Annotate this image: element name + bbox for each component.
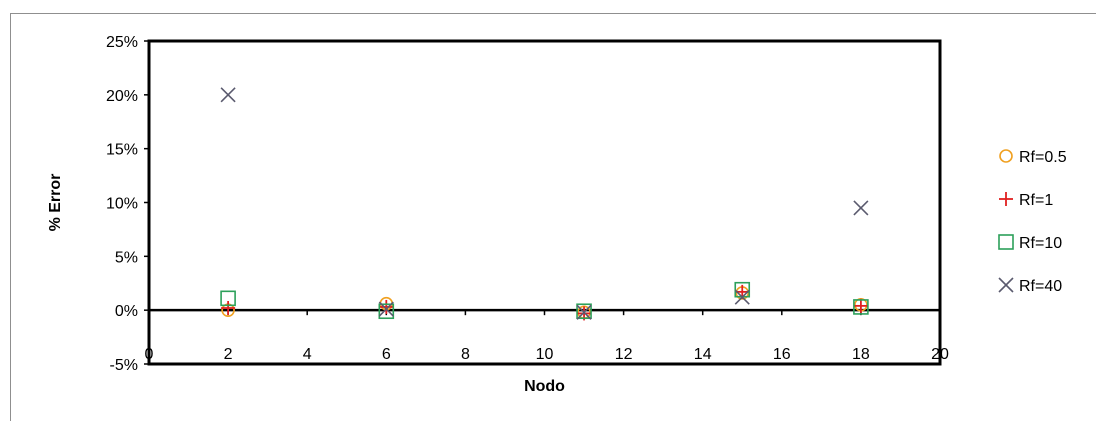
y-tick-label: 25% bbox=[106, 34, 138, 51]
data-points bbox=[220, 87, 869, 321]
point-plus-series-1 bbox=[853, 298, 868, 313]
x-tick-label: 16 bbox=[773, 346, 791, 363]
point-plus-series-1 bbox=[379, 299, 394, 314]
legend-label: Rf=40 bbox=[1019, 278, 1062, 295]
legend-marker-0 bbox=[999, 149, 1013, 163]
point-x-series-3-b bbox=[853, 200, 869, 216]
point-square-series-2 bbox=[378, 303, 395, 320]
x-tick-label: 8 bbox=[461, 346, 470, 363]
legend-marker-3 bbox=[998, 277, 1014, 293]
x-axis-title: Nodo bbox=[524, 378, 565, 395]
y-tick-label: 0% bbox=[115, 303, 138, 320]
x-tick-label: 4 bbox=[303, 346, 312, 363]
legend-marker-3-b bbox=[998, 277, 1014, 293]
point-x-series-3 bbox=[853, 200, 869, 216]
y-tick-label: 15% bbox=[106, 142, 138, 159]
y-axis-title: % Error bbox=[47, 174, 64, 232]
point-x-series-3-b bbox=[576, 304, 592, 320]
x-tick-label: 18 bbox=[852, 346, 870, 363]
point-x-series-3-b bbox=[734, 289, 750, 305]
x-tick-label: 14 bbox=[694, 346, 712, 363]
y-tick-label: -5% bbox=[110, 357, 138, 374]
legend-label: Rf=10 bbox=[1019, 235, 1062, 252]
point-square-series-2 bbox=[853, 299, 869, 315]
legend-label: Rf=1 bbox=[1019, 192, 1053, 209]
y-tick-label: 10% bbox=[106, 196, 138, 213]
point-x-series-3 bbox=[378, 301, 394, 317]
point-x-series-3 bbox=[576, 304, 592, 320]
point-square-series-2 bbox=[220, 290, 236, 307]
tick-labels: -5% 0% 5% 10% 15% 20% 25% 0 2 4 6 8 10 12 14 16 18 20 bbox=[106, 34, 949, 374]
y-tick-label: 5% bbox=[115, 249, 138, 266]
legend-marker-2 bbox=[998, 234, 1014, 250]
x-tick-label: 2 bbox=[224, 346, 233, 363]
plot-border bbox=[147, 39, 942, 366]
point-square-series-2 bbox=[576, 303, 592, 320]
point-x-series-3 bbox=[734, 289, 750, 305]
point-x-series-3-b bbox=[220, 87, 236, 103]
x-tick-label: 0 bbox=[145, 346, 154, 363]
x-tick-label: 20 bbox=[931, 346, 949, 363]
legend-label: Rf=0.5 bbox=[1019, 149, 1067, 166]
point-x-series-3-b bbox=[378, 301, 394, 317]
point-plus-series-1 bbox=[221, 301, 236, 316]
legend-marker-1 bbox=[999, 192, 1013, 206]
legend: Rf=0.5 Rf=1 Rf=10 Rf=40 bbox=[998, 149, 1067, 295]
point-x-series-3 bbox=[220, 87, 236, 103]
x-tick-label: 12 bbox=[615, 346, 633, 363]
y-tick-label: 20% bbox=[106, 88, 138, 105]
x-tick-label: 6 bbox=[382, 346, 391, 363]
plot-area bbox=[147, 39, 942, 366]
x-tick-label: 10 bbox=[536, 346, 554, 363]
